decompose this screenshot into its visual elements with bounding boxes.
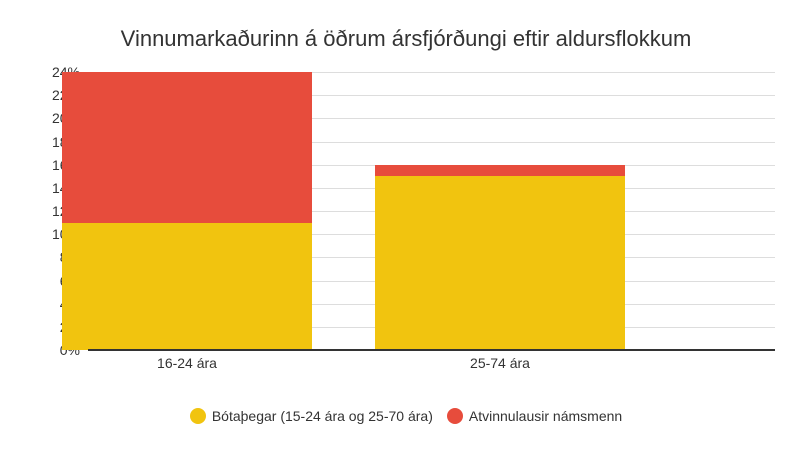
- gridline: [88, 141, 775, 143]
- legend-label: Bótaþegar (15-24 ára og 25-70 ára): [211, 408, 433, 424]
- bar-segment-series-1[interactable]: [375, 164, 625, 177]
- x-axis-line: [88, 349, 775, 351]
- chart-title: Vinnumarkaðurinn á öðrum ársfjórðungi ef…: [120, 26, 692, 51]
- plot-area: 0%2%4%6%8%10%12%14%16%18%20%22%24%: [52, 64, 775, 358]
- x-tick-label: 16-24 ára: [157, 355, 217, 371]
- bar-16-24-ára[interactable]: [62, 72, 312, 350]
- legend-item-unemployed-students[interactable]: Atvinnulausir námsmenn: [446, 408, 623, 424]
- legend-item-benefit-recipients[interactable]: Bótaþegar (15-24 ára og 25-70 ára): [189, 408, 433, 424]
- bar-segment-series-0[interactable]: [62, 222, 312, 350]
- bar-25-74-ára[interactable]: [375, 164, 625, 350]
- legend-label: Atvinnulausir námsmenn: [468, 408, 623, 424]
- gridline: [88, 95, 775, 97]
- gridline: [88, 118, 775, 120]
- x-tick-label: 25-74 ára: [470, 355, 530, 371]
- bar-segment-series-1[interactable]: [62, 72, 312, 223]
- legend-dot-icon: [189, 408, 206, 424]
- legend-dot-icon: [446, 408, 463, 424]
- legend: Bótaþegar (15-24 ára og 25-70 ára) Atvin…: [0, 408, 800, 424]
- bar-segment-series-0[interactable]: [375, 176, 625, 350]
- gridline: [88, 72, 775, 73]
